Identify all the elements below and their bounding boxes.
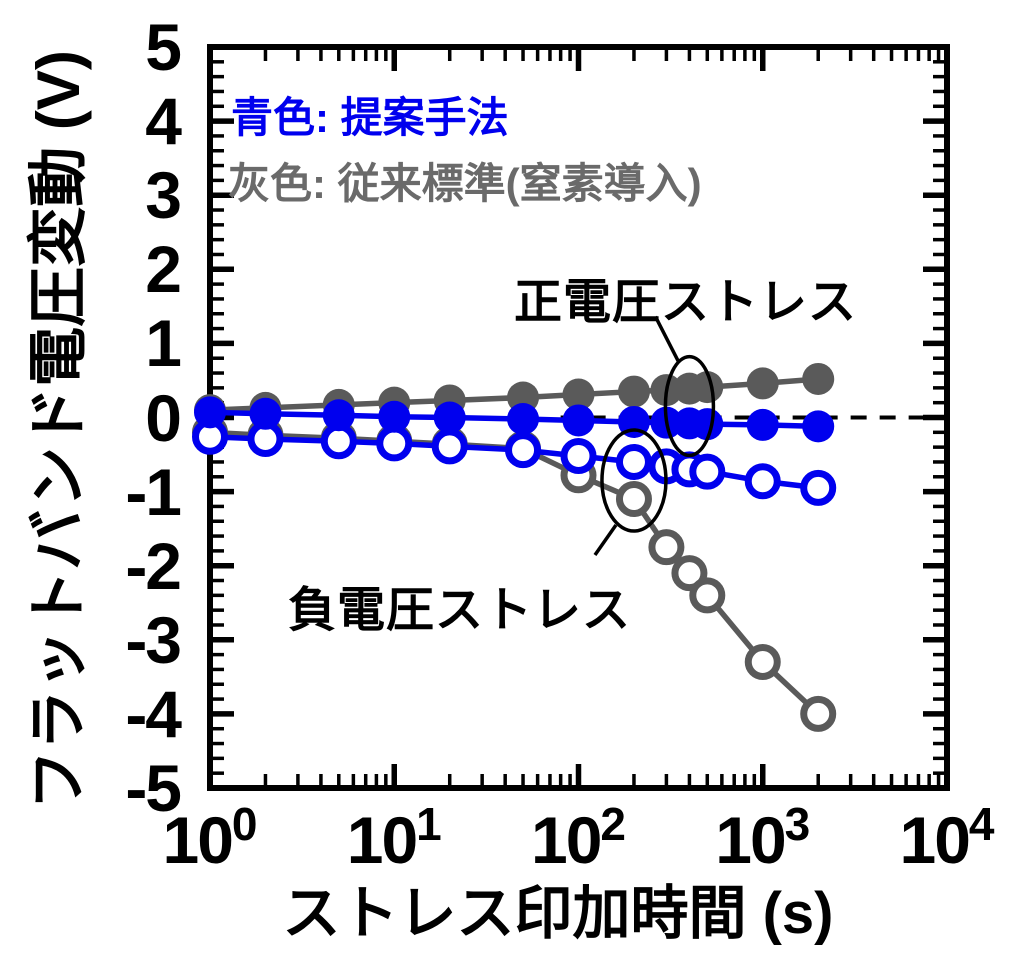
data-point-open [800, 469, 837, 506]
data-point-filled [507, 402, 540, 435]
data-point-open [431, 428, 468, 465]
y-tick-label: -3 [125, 602, 182, 677]
data-point-open [376, 425, 413, 462]
callout-leader-positive [653, 315, 680, 363]
data-point-filled [691, 408, 724, 441]
data-point-open [648, 529, 685, 566]
data-point-filled [433, 401, 466, 434]
data-point-filled [249, 397, 282, 430]
data-point-filled [802, 362, 835, 395]
data-point-open [505, 432, 542, 469]
y-tick-label: 0 [145, 380, 182, 455]
data-point-filled [378, 400, 411, 433]
data-point-open [689, 453, 726, 490]
annotation-negative-stress: 負電圧ストレス [288, 584, 632, 637]
data-point-open [689, 577, 726, 614]
y-tick-label: -1 [125, 454, 182, 529]
y-tick-label: -4 [125, 676, 182, 751]
data-point-open [615, 481, 652, 518]
data-point-open [560, 438, 597, 475]
data-point-filled [746, 367, 779, 400]
callout-ellipse-positive [663, 354, 716, 458]
data-point-open [615, 443, 652, 480]
x-tick-label: 104 [899, 798, 995, 877]
y-tick-label: -5 [125, 751, 182, 825]
data-point-filled [691, 371, 724, 404]
y-tick-label: 1 [145, 306, 182, 381]
data-point-filled [562, 378, 595, 411]
x-tick-label: 102 [530, 798, 626, 877]
data-point-filled [562, 404, 595, 437]
x-tick-label: 100 [162, 798, 258, 877]
data-point-filled [802, 410, 835, 443]
y-tick-label: 3 [145, 158, 182, 233]
legend-entry-proposed: 青色: 提案手法 [231, 94, 509, 141]
series-proposed-positive-stress [194, 396, 835, 443]
y-tick-label: -2 [125, 528, 182, 603]
data-point-open [671, 555, 708, 592]
data-point-filled [746, 408, 779, 441]
data-point-open [744, 644, 781, 681]
data-point-filled [322, 399, 355, 432]
x-tick-label: 103 [715, 798, 811, 877]
y-tick-label: 2 [145, 232, 182, 307]
data-point-open [800, 695, 837, 732]
callout-leader-negative [593, 524, 618, 557]
data-point-open [744, 463, 781, 500]
x-axis-title: ストレス印加時間 (s) [282, 881, 834, 946]
data-point-filled [194, 396, 226, 429]
legend-entry-conventional: 灰色: 従来標準(窒素導入) [228, 160, 702, 207]
y-tick-label: 4 [145, 84, 182, 159]
callout-ellipse-negative [600, 428, 668, 533]
annotation-positive-stress: 正電圧ストレス [514, 276, 858, 329]
data-point-filled [617, 375, 650, 408]
x-tick-label: 101 [346, 798, 442, 877]
y-axis-title: フラットバンド電圧変動 (V) [25, 50, 92, 810]
y-tick-label: 5 [145, 10, 182, 84]
